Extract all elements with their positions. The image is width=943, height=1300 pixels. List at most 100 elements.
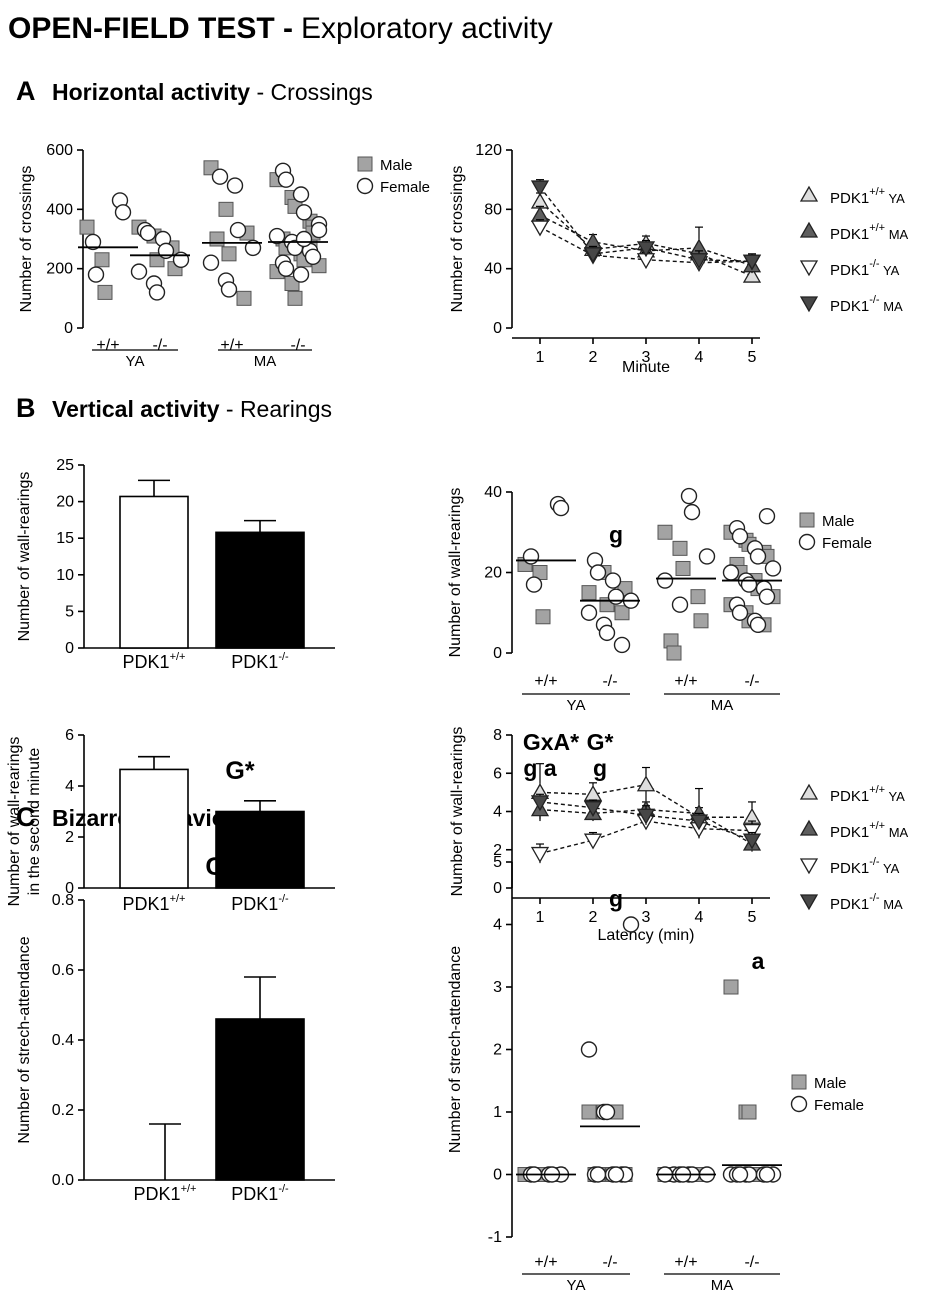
A-right-x-tick-label: 5 bbox=[748, 349, 757, 366]
B-scatter-female-point bbox=[580, 604, 598, 621]
C-bar-category-label-base: PDK1 bbox=[134, 1184, 181, 1204]
A-right-legend-label-part: MA bbox=[880, 299, 903, 314]
A-right-legend-label-part: PDK1 bbox=[830, 190, 869, 207]
B-scatter-male-point bbox=[693, 613, 709, 629]
C-scatter-y-label: Number of strech-attendance bbox=[447, 946, 464, 1153]
B-bar1-y-tick-label: 5 bbox=[65, 603, 74, 620]
A-right-legend-swatch bbox=[799, 221, 819, 238]
B-line-y-label: Number of wall-rearings bbox=[449, 727, 466, 897]
B-line-point bbox=[636, 775, 656, 792]
B-line-legend-label-part: YA bbox=[885, 789, 905, 804]
B-line-legend-label-part: -/- bbox=[869, 856, 880, 868]
B-line-x-tick-label: 2 bbox=[589, 909, 598, 926]
section-c-letter: C bbox=[16, 802, 36, 832]
B-scatter-legend-female-label: Female bbox=[822, 535, 872, 552]
B-scatter-female-point bbox=[522, 548, 540, 565]
B-scatter-female-point bbox=[598, 624, 616, 642]
A-left-legend-male-swatch bbox=[357, 156, 373, 172]
A-right-legend-label-part: MA bbox=[885, 227, 908, 242]
C-scatter-age-label: YA bbox=[567, 1277, 586, 1294]
A-left-male-point bbox=[287, 290, 303, 306]
section-a-title: Horizontal activity - Crossings bbox=[52, 79, 373, 105]
A-left-age-label: MA bbox=[254, 353, 277, 370]
C-scatter-legend-female-label: Female bbox=[814, 1097, 864, 1114]
C-scatter-legend-female-swatch bbox=[790, 1095, 808, 1113]
B-scatter-male-point bbox=[690, 589, 706, 605]
A-right-y-tick-label: 0 bbox=[493, 320, 502, 337]
B-bar1-category-label-sup: -/- bbox=[278, 651, 289, 663]
A-right-legend-label-part: YA bbox=[885, 191, 905, 206]
B-scatter-female-point bbox=[656, 572, 674, 589]
B-line-point bbox=[742, 833, 762, 850]
C-scatter-annotation: g bbox=[609, 886, 623, 912]
A-left-female-point bbox=[295, 204, 313, 221]
A-left-female-point bbox=[202, 254, 220, 271]
A-right-point bbox=[742, 266, 762, 283]
C-scatter-group-label: -/- bbox=[744, 1254, 759, 1271]
C-scatter-y-tick-label: 3 bbox=[493, 979, 502, 996]
B-scatter-male-point bbox=[581, 585, 597, 601]
B-bar1-y-tick-label: 0 bbox=[65, 640, 74, 657]
B-scatter-age-label: MA bbox=[711, 697, 734, 714]
C-scatter-legend-male-swatch bbox=[791, 1074, 807, 1090]
C-scatter-y-tick-label: 1 bbox=[493, 1104, 502, 1121]
B-scatter-female-point bbox=[613, 636, 631, 654]
B-scatter-legend-female-swatch bbox=[798, 533, 816, 551]
B-scatter-male-point bbox=[657, 524, 673, 540]
section-a-letter: A bbox=[16, 76, 36, 106]
C-scatter-male-point bbox=[723, 979, 739, 995]
A-left-female-point bbox=[84, 233, 102, 251]
B-line-legend-label-part: +/+ bbox=[869, 820, 885, 832]
B-line-legend-label-part: PDK1 bbox=[830, 824, 869, 841]
B-line-annotation-bottom: g bbox=[593, 755, 607, 781]
B-scatter-y-tick-label: 40 bbox=[484, 484, 502, 501]
C-scatter-male-point bbox=[581, 1104, 597, 1120]
B-line-legend-label-part: PDK1 bbox=[830, 896, 869, 913]
C-scatter-y-tick-label: 4 bbox=[493, 917, 502, 934]
section-a-title-bold: Horizontal activity bbox=[52, 79, 250, 105]
A-right-legend-label-part: PDK1 bbox=[830, 262, 869, 279]
C-scatter-female-point bbox=[598, 1103, 616, 1121]
C-scatter-female-point bbox=[607, 1166, 625, 1183]
A-right-legend-swatch bbox=[799, 185, 819, 202]
B-scatter-female-point bbox=[552, 499, 570, 517]
B-scatter-female-point bbox=[604, 572, 622, 589]
A-left-female-point bbox=[139, 224, 157, 242]
A-right-x-tick-label: 3 bbox=[642, 349, 651, 366]
B-bar2-category-label: PDK1+/+ bbox=[123, 893, 186, 914]
B-line-x-tick-label: 3 bbox=[642, 909, 651, 926]
B-line-annotation-bottom: g a bbox=[523, 755, 556, 781]
A-right-legend-swatch bbox=[799, 296, 819, 313]
B-scatter-y-tick-label: 0 bbox=[493, 645, 502, 662]
B-scatter-female-point bbox=[749, 548, 767, 565]
B-bar1-y-tick-label: 20 bbox=[56, 494, 74, 511]
C-scatter-y-tick-label: 2 bbox=[493, 1042, 502, 1059]
A-left-y-tick-label: 600 bbox=[46, 142, 73, 159]
B-scatter-female-point bbox=[758, 507, 776, 525]
A-left-female-point bbox=[295, 230, 313, 248]
B-bar1-category-label-base: PDK1 bbox=[123, 652, 170, 672]
C-scatter-y-tick-label: 5 bbox=[493, 854, 502, 871]
A-left-male-point bbox=[218, 201, 234, 217]
A-left-female-point bbox=[244, 239, 262, 257]
B-line-legend-swatch bbox=[799, 858, 819, 875]
B-scatter-female-point bbox=[731, 528, 749, 545]
B-scatter-female-point bbox=[607, 588, 625, 605]
B-line-series-line bbox=[539, 820, 753, 855]
C-scatter-female-point bbox=[731, 1166, 749, 1183]
A-left-group-label: +/+ bbox=[220, 337, 243, 354]
A-left-age-label: YA bbox=[126, 353, 145, 370]
B-line-legend-label-part: MA bbox=[880, 897, 903, 912]
B-line-x-tick-label: 4 bbox=[695, 909, 704, 926]
A-right-y-tick-label: 80 bbox=[484, 201, 502, 218]
A-left-male-point bbox=[79, 219, 95, 235]
A-left-legend-female-label: Female bbox=[380, 179, 430, 196]
B-line-annotation-top: G* bbox=[587, 729, 614, 755]
chart-B-scatter: 0 20 40 Number of wall-rearings +/+ -/- g +/+ -/… bbox=[447, 484, 872, 714]
B-scatter-age-label: YA bbox=[567, 697, 586, 714]
A-right-legend-label: PDK1+/+ YA bbox=[830, 186, 905, 207]
B-line-point bbox=[583, 801, 603, 817]
section-b-title-bold: Vertical activity bbox=[52, 396, 220, 422]
A-left-group-label: -/- bbox=[152, 337, 167, 354]
A-left-female-point bbox=[229, 221, 247, 239]
